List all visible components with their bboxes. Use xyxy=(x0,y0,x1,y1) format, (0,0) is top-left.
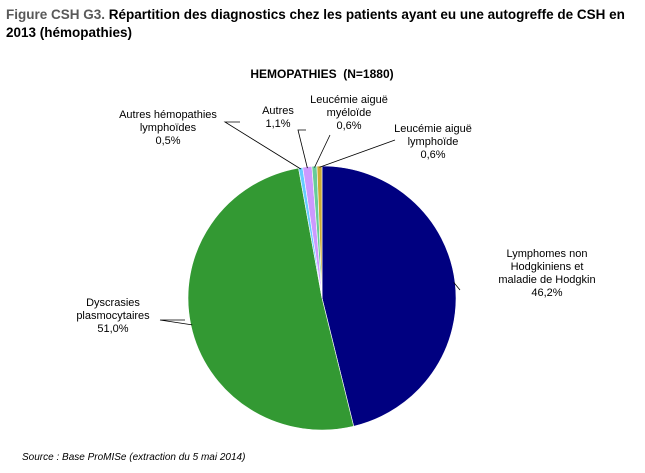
slice-percent: 0,6% xyxy=(336,120,361,132)
figure-title-prefix: Figure CSH G3. xyxy=(6,7,106,22)
slice-label-line: Autres hémopathies xyxy=(119,109,217,121)
slice-label-line: Lymphomes non xyxy=(507,248,588,260)
slice-label-line: lymphoïde xyxy=(408,136,459,148)
slice-label: Lymphomes non Hodgkiniens et maladie de Ho… xyxy=(498,248,595,299)
slice-label-line: myéloïde xyxy=(327,107,372,119)
slice-label-line: lymphoïdes xyxy=(140,122,197,134)
leader-line xyxy=(297,129,308,169)
figure-title: Figure CSH G3. Répartition des diagnosti… xyxy=(6,6,636,42)
slice-label-line: Leucémie aiguë xyxy=(394,123,472,135)
slice-label: Autres 1,1% xyxy=(262,105,294,130)
leader-line xyxy=(314,134,331,168)
slice-label-line: plasmocytaires xyxy=(76,310,150,322)
slice-label: Leucémie aiguë myéloïde 0,6% xyxy=(310,94,388,132)
slice-label-line: Dyscrasies xyxy=(86,297,140,309)
slice-label-line: Autres xyxy=(262,105,294,117)
source-note: Source : Base ProMISe (extraction du 5 m… xyxy=(22,452,246,463)
leader-line xyxy=(159,319,193,326)
slice-percent: 0,5% xyxy=(155,135,180,147)
slice-labels: Lymphomes non Hodgkiniens et maladie de Ho… xyxy=(76,94,595,335)
leader-line xyxy=(453,282,461,291)
leader-lines xyxy=(159,121,461,326)
slice-label-line: maladie de Hodgkin xyxy=(498,274,595,286)
leader-line xyxy=(319,139,396,168)
slice-percent: 51,0% xyxy=(97,323,128,335)
pie-slice xyxy=(321,165,457,427)
slice-label-line: Hodgkiniens et xyxy=(511,261,584,273)
leader-line xyxy=(223,121,302,170)
slice-label: Autres hémopathies lymphoïdes 0,5% xyxy=(119,109,217,147)
slice-label: Leucémie aiguë lymphoïde 0,6% xyxy=(394,123,472,161)
slice-percent: 0,6% xyxy=(420,149,445,161)
figure-title-text: Répartition des diagnostics chez les pat… xyxy=(6,7,625,40)
chart-title: HEMOPATHIES (N=1880) xyxy=(250,67,393,81)
slice-label-line: Leucémie aiguë xyxy=(310,94,388,106)
slice-percent: 1,1% xyxy=(265,118,290,130)
pie-slice xyxy=(187,167,355,431)
slice-label: Dyscrasies plasmocytaires 51,0% xyxy=(76,297,150,335)
slice-percent: 46,2% xyxy=(531,287,562,299)
pie-slices xyxy=(187,165,457,431)
